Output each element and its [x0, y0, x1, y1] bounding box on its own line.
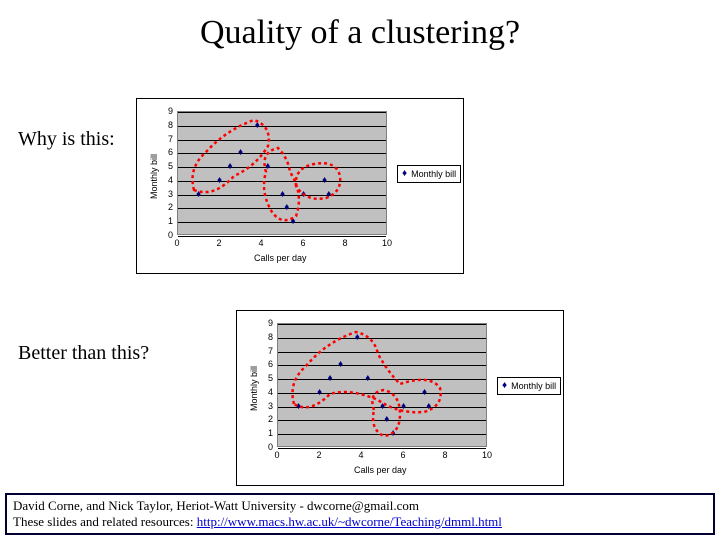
data-point: ♦	[422, 390, 428, 396]
data-point: ♦	[328, 376, 334, 382]
cluster-overlay	[278, 324, 488, 448]
footer-attribution: David Corne, and Nick Taylor, Heriot-Wat…	[5, 493, 715, 536]
data-point: ♦	[391, 431, 397, 437]
y-tick-label: 4	[159, 175, 173, 185]
data-point: ♦	[217, 178, 223, 184]
data-point: ♦	[322, 178, 328, 184]
data-point: ♦	[296, 404, 302, 410]
y-tick-label: 4	[259, 387, 273, 397]
x-tick-label: 0	[170, 238, 184, 248]
cluster-overlay	[178, 112, 388, 236]
y-tick-label: 2	[159, 202, 173, 212]
data-point: ♦	[284, 205, 290, 211]
legend-label: Monthly bill	[511, 381, 556, 391]
footer-email: dwcorne@gmail.com	[307, 498, 419, 513]
data-point: ♦	[338, 362, 344, 368]
y-tick-label: 2	[259, 414, 273, 424]
y-tick-label: 9	[159, 106, 173, 116]
y-tick-label: 7	[259, 346, 273, 356]
question-label-1: Why is this:	[18, 128, 115, 151]
cluster-outline	[372, 390, 400, 436]
legend-label: Monthly bill	[411, 169, 456, 179]
data-point: ♦	[228, 164, 234, 170]
y-tick-label: 1	[159, 216, 173, 226]
chart-legend: ♦ Monthly bill	[397, 165, 461, 183]
data-point: ♦	[280, 192, 286, 198]
data-point: ♦	[426, 404, 432, 410]
y-tick-label: 1	[259, 428, 273, 438]
scatter-chart-1: ♦♦♦♦♦♦♦♦♦♦♦♦01234567890246810Monthly bil…	[136, 98, 464, 274]
data-point: ♦	[317, 390, 323, 396]
y-tick-label: 5	[159, 161, 173, 171]
data-point: ♦	[380, 404, 386, 410]
x-axis-label: Calls per day	[254, 253, 307, 263]
y-tick-label: 5	[259, 373, 273, 383]
x-tick-label: 8	[338, 238, 352, 248]
data-point: ♦	[238, 150, 244, 156]
y-axis-label: Monthly bill	[249, 366, 259, 411]
x-tick-label: 10	[380, 238, 394, 248]
legend-marker-icon: ♦	[502, 381, 507, 391]
data-point: ♦	[365, 376, 371, 382]
x-tick-label: 2	[312, 450, 326, 460]
data-point: ♦	[401, 404, 407, 410]
x-tick-label: 4	[254, 238, 268, 248]
x-axis-label: Calls per day	[354, 465, 407, 475]
y-tick-label: 9	[259, 318, 273, 328]
y-tick-label: 7	[159, 134, 173, 144]
x-tick-label: 6	[396, 450, 410, 460]
data-point: ♦	[291, 219, 297, 225]
y-tick-label: 3	[159, 189, 173, 199]
data-point: ♦	[255, 123, 261, 129]
x-tick-label: 6	[296, 238, 310, 248]
data-point: ♦	[301, 192, 307, 198]
footer-authors: David Corne, and Nick Taylor, Heriot-Wat…	[13, 498, 307, 513]
y-tick-label: 6	[259, 359, 273, 369]
chart-legend: ♦ Monthly bill	[497, 377, 561, 395]
footer-url-link[interactable]: http://www.macs.hw.ac.uk/~dwcorne/Teachi…	[197, 514, 502, 529]
slide-title: Quality of a clustering?	[0, 0, 720, 52]
x-tick-label: 2	[212, 238, 226, 248]
data-point: ♦	[326, 192, 332, 198]
x-tick-label: 4	[354, 450, 368, 460]
data-point: ♦	[384, 417, 390, 423]
footer-resources-label: These slides and related resources:	[13, 514, 197, 529]
legend-marker-icon: ♦	[402, 169, 407, 179]
x-tick-label: 0	[270, 450, 284, 460]
y-tick-label: 6	[159, 147, 173, 157]
data-point: ♦	[355, 335, 361, 341]
x-tick-label: 8	[438, 450, 452, 460]
y-tick-label: 8	[159, 120, 173, 130]
data-point: ♦	[196, 192, 202, 198]
y-tick-label: 3	[259, 401, 273, 411]
plot-area: ♦ ♦ ♦ ♦ ♦ ♦ ♦ ♦ ♦ ♦ ♦ ♦	[277, 323, 487, 447]
y-axis-label: Monthly bill	[149, 154, 159, 199]
y-tick-label: 8	[259, 332, 273, 342]
x-tick-label: 10	[480, 450, 494, 460]
question-label-2: Better than this?	[18, 342, 149, 365]
plot-area: ♦ ♦ ♦ ♦ ♦ ♦ ♦ ♦ ♦ ♦ ♦ ♦	[177, 111, 387, 235]
scatter-chart-2: ♦♦♦♦♦♦♦♦♦♦♦♦01234567890246810Monthly bil…	[236, 310, 564, 486]
data-point: ♦	[265, 164, 271, 170]
